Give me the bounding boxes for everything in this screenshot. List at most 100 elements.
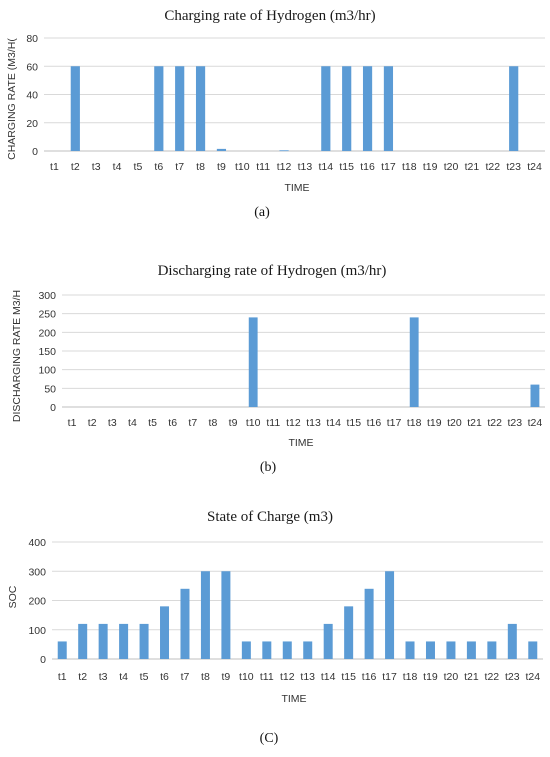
x-tick-label: t7: [188, 417, 197, 429]
bar: [78, 623, 88, 659]
x-tick-label: t8: [209, 417, 218, 429]
bar: [364, 588, 374, 659]
bar: [342, 66, 352, 151]
x-tick-label: t12: [286, 417, 301, 429]
x-tick-label: t8: [196, 161, 205, 173]
x-tick-label: t22: [485, 671, 500, 683]
y-tick-label: 20: [26, 118, 38, 130]
y-axis-label: DISCHARGING RATE M3/H: [11, 290, 23, 422]
chart-state-of-charge: State of Charge (m3) 0 100 200 300 400 t1 t2 t3…: [7, 509, 543, 746]
bar: [321, 66, 331, 151]
x-tick-label: t3: [92, 161, 101, 173]
chart-caption: (C): [260, 731, 279, 746]
bar: [221, 571, 231, 659]
x-tick-label: t19: [423, 671, 438, 683]
bar: [154, 66, 164, 151]
y-tick-label: 300: [38, 290, 56, 302]
x-tick-label: t1: [68, 417, 77, 429]
x-tick-label: t6: [168, 417, 177, 429]
x-tick-label: t16: [360, 161, 375, 173]
x-tick-label: t8: [201, 671, 210, 683]
x-axis-label: TIME: [288, 437, 313, 449]
bar: [200, 571, 210, 659]
y-tick-label: 150: [38, 346, 56, 358]
x-tick-label: t2: [71, 161, 80, 173]
chart-title: Charging rate of Hydrogen (m3/hr): [164, 8, 375, 24]
x-tick-label: t21: [464, 671, 479, 683]
y-tick-label: 40: [26, 90, 38, 102]
bar: [487, 641, 497, 659]
bar: [528, 641, 538, 659]
x-tick-label: t11: [256, 161, 270, 173]
x-tick-label: t23: [505, 671, 520, 683]
x-axis-label: TIME: [284, 182, 309, 194]
bar: [362, 66, 373, 151]
x-tick-label: t1: [58, 671, 67, 683]
y-tick-label: 100: [28, 625, 46, 637]
x-tick-label: t7: [181, 671, 190, 683]
chart-charging-rate: Charging rate of Hydrogen (m3/hr) 0 20 40 6…: [6, 8, 545, 220]
x-tick-label: t13: [300, 671, 315, 683]
x-tick-label: t19: [423, 161, 438, 173]
bar: [344, 606, 354, 659]
x-tick-label: t3: [108, 417, 117, 429]
x-tick-label: t6: [160, 671, 169, 683]
x-tick-label: t6: [154, 161, 163, 173]
x-tick-label: t20: [444, 161, 459, 173]
y-tick-label: 200: [28, 596, 46, 608]
x-tick-label: t10: [239, 671, 254, 683]
x-tick-label: t17: [387, 417, 402, 429]
x-tick-label: t17: [382, 671, 397, 683]
y-axis-label: CHARGING RATE (M3/H(: [6, 38, 18, 160]
bar: [248, 317, 258, 407]
bar: [409, 317, 419, 407]
bar: [282, 641, 292, 659]
x-tick-label: t24: [525, 671, 540, 683]
chart-caption: (a): [254, 205, 270, 220]
bar: [323, 623, 333, 659]
x-tick-label: t13: [298, 161, 313, 173]
bar: [262, 641, 272, 659]
x-tick-label: t4: [128, 417, 137, 429]
bar: [160, 606, 170, 659]
plot-area: 0 100 200 300 400 t1 t2 t3 t4 t5 t6 t7 t8 t9 t10 t11 t12…: [28, 537, 543, 683]
x-tick-label: t11: [266, 417, 280, 429]
x-tick-label: t14: [326, 417, 341, 429]
x-tick-label: t5: [148, 417, 157, 429]
x-tick-label: t19: [427, 417, 442, 429]
x-tick-label: t3: [99, 671, 108, 683]
x-tick-label: t22: [487, 417, 502, 429]
x-tick-label: t18: [407, 417, 422, 429]
bar: [509, 66, 519, 151]
x-tick-label: t23: [506, 161, 521, 173]
bar: [57, 641, 67, 659]
x-tick-label: t9: [222, 671, 231, 683]
x-tick-label: t15: [339, 161, 354, 173]
x-tick-label: t24: [527, 161, 542, 173]
x-tick-label: t14: [319, 161, 334, 173]
x-tick-label: t11: [260, 671, 274, 683]
bar: [175, 66, 185, 151]
x-tick-label: t20: [444, 671, 459, 683]
x-tick-label: t4: [113, 161, 122, 173]
y-tick-label: 0: [40, 654, 46, 666]
x-tick-label: t1: [50, 161, 59, 173]
x-tick-label: t4: [119, 671, 128, 683]
y-tick-label: 0: [50, 402, 56, 414]
y-tick-label: 50: [44, 383, 56, 395]
plot-area: 0 50 100 150 200 250 300 t1 t2 t3 t4 t5 t6 t7 t8 t9 t10 t…: [38, 290, 545, 429]
x-tick-label: t13: [306, 417, 321, 429]
chart-title: State of Charge (m3): [207, 509, 333, 525]
x-tick-label: t24: [528, 417, 543, 429]
bar: [405, 641, 415, 659]
x-tick-label: t9: [229, 417, 238, 429]
chart-caption: (b): [260, 460, 277, 475]
chart-title: Discharging rate of Hydrogen (m3/hr): [158, 263, 387, 279]
bar: [425, 641, 435, 659]
x-tick-label: t23: [508, 417, 523, 429]
y-tick-label: 300: [28, 566, 46, 578]
bar: [119, 623, 129, 659]
x-tick-label: t7: [175, 161, 184, 173]
x-tick-label: t5: [140, 671, 149, 683]
x-tick-label: t10: [246, 417, 261, 429]
